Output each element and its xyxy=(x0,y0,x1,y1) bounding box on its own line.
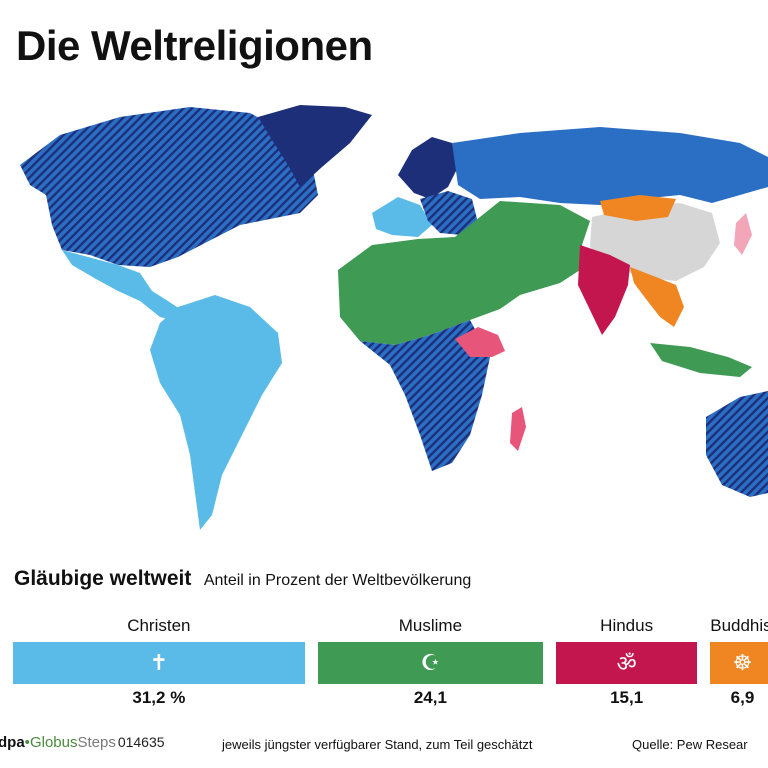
source-note: Quelle: Pew Resear xyxy=(632,737,748,752)
region-europe-east xyxy=(420,191,478,235)
world-map xyxy=(20,105,768,530)
logo-code: 014635 xyxy=(117,734,165,750)
region-southeast-asia xyxy=(630,267,684,327)
bar-label-muslime: Muslime xyxy=(398,616,463,635)
dharma-wheel-icon: ☸ xyxy=(732,650,753,675)
chart-title: Die Weltreligionen xyxy=(16,22,373,69)
logo-globus: Globus xyxy=(29,734,78,751)
bar-value-christen: 31,2 % xyxy=(132,688,186,707)
logo-dot: • xyxy=(24,734,30,751)
footnote: jeweils jüngster verfügbarer Stand, zum … xyxy=(222,737,533,752)
bar-chart: Christen ✝ 31,2 % Muslime ☪ 24,1 Hindus … xyxy=(0,610,768,710)
region-madagascar xyxy=(510,407,526,451)
footer: dpa•GlobusSteps 014635 jeweils jüngster v… xyxy=(0,734,768,757)
region-south-america xyxy=(150,295,282,530)
region-north-america xyxy=(20,107,318,267)
region-scandinavia xyxy=(398,137,458,199)
region-ethiopia xyxy=(455,327,505,357)
logo-steps: Steps xyxy=(77,734,116,751)
bar-christen: ✝ xyxy=(13,642,305,684)
bar-value-buddhisten: 6,9 xyxy=(730,688,755,707)
region-greenland xyxy=(258,105,372,187)
region-mongolia xyxy=(600,195,676,221)
cross-icon: ✝ xyxy=(149,650,169,675)
bar-value-hindus: 15,1 xyxy=(610,688,644,707)
region-indonesia xyxy=(650,343,752,377)
bar-muslime: ☪ xyxy=(317,642,544,684)
publisher-logo: dpa•GlobusSteps 014635 xyxy=(0,734,165,751)
bar-label-christen: Christen xyxy=(127,616,191,635)
bar-buddhisten: ☸ xyxy=(710,642,768,684)
region-russia xyxy=(452,127,768,205)
bar-label-hindus: Hindus xyxy=(600,616,654,635)
crescent-star-icon: ☪ xyxy=(420,650,441,675)
bar-section-title: Gläubige weltweit xyxy=(14,567,192,590)
om-icon: ॐ xyxy=(616,651,637,676)
bar-hindus: ॐ xyxy=(556,642,698,684)
region-mexico xyxy=(62,250,180,321)
region-europe-west xyxy=(372,197,432,237)
bar-value-muslime: 24,1 xyxy=(413,688,447,707)
logo-dpa: dpa xyxy=(0,734,25,751)
region-japan xyxy=(734,213,752,255)
bar-label-buddhisten: Buddhist xyxy=(710,616,768,635)
region-africa-south xyxy=(360,320,490,471)
region-mena xyxy=(338,201,590,345)
chart-subtitle-row: Gläubige weltweit Anteil in Prozent der … xyxy=(14,567,471,591)
region-australia xyxy=(706,391,768,497)
bar-section-subtitle: Anteil in Prozent der Weltbevölkerung xyxy=(203,572,472,589)
region-india xyxy=(578,245,630,335)
